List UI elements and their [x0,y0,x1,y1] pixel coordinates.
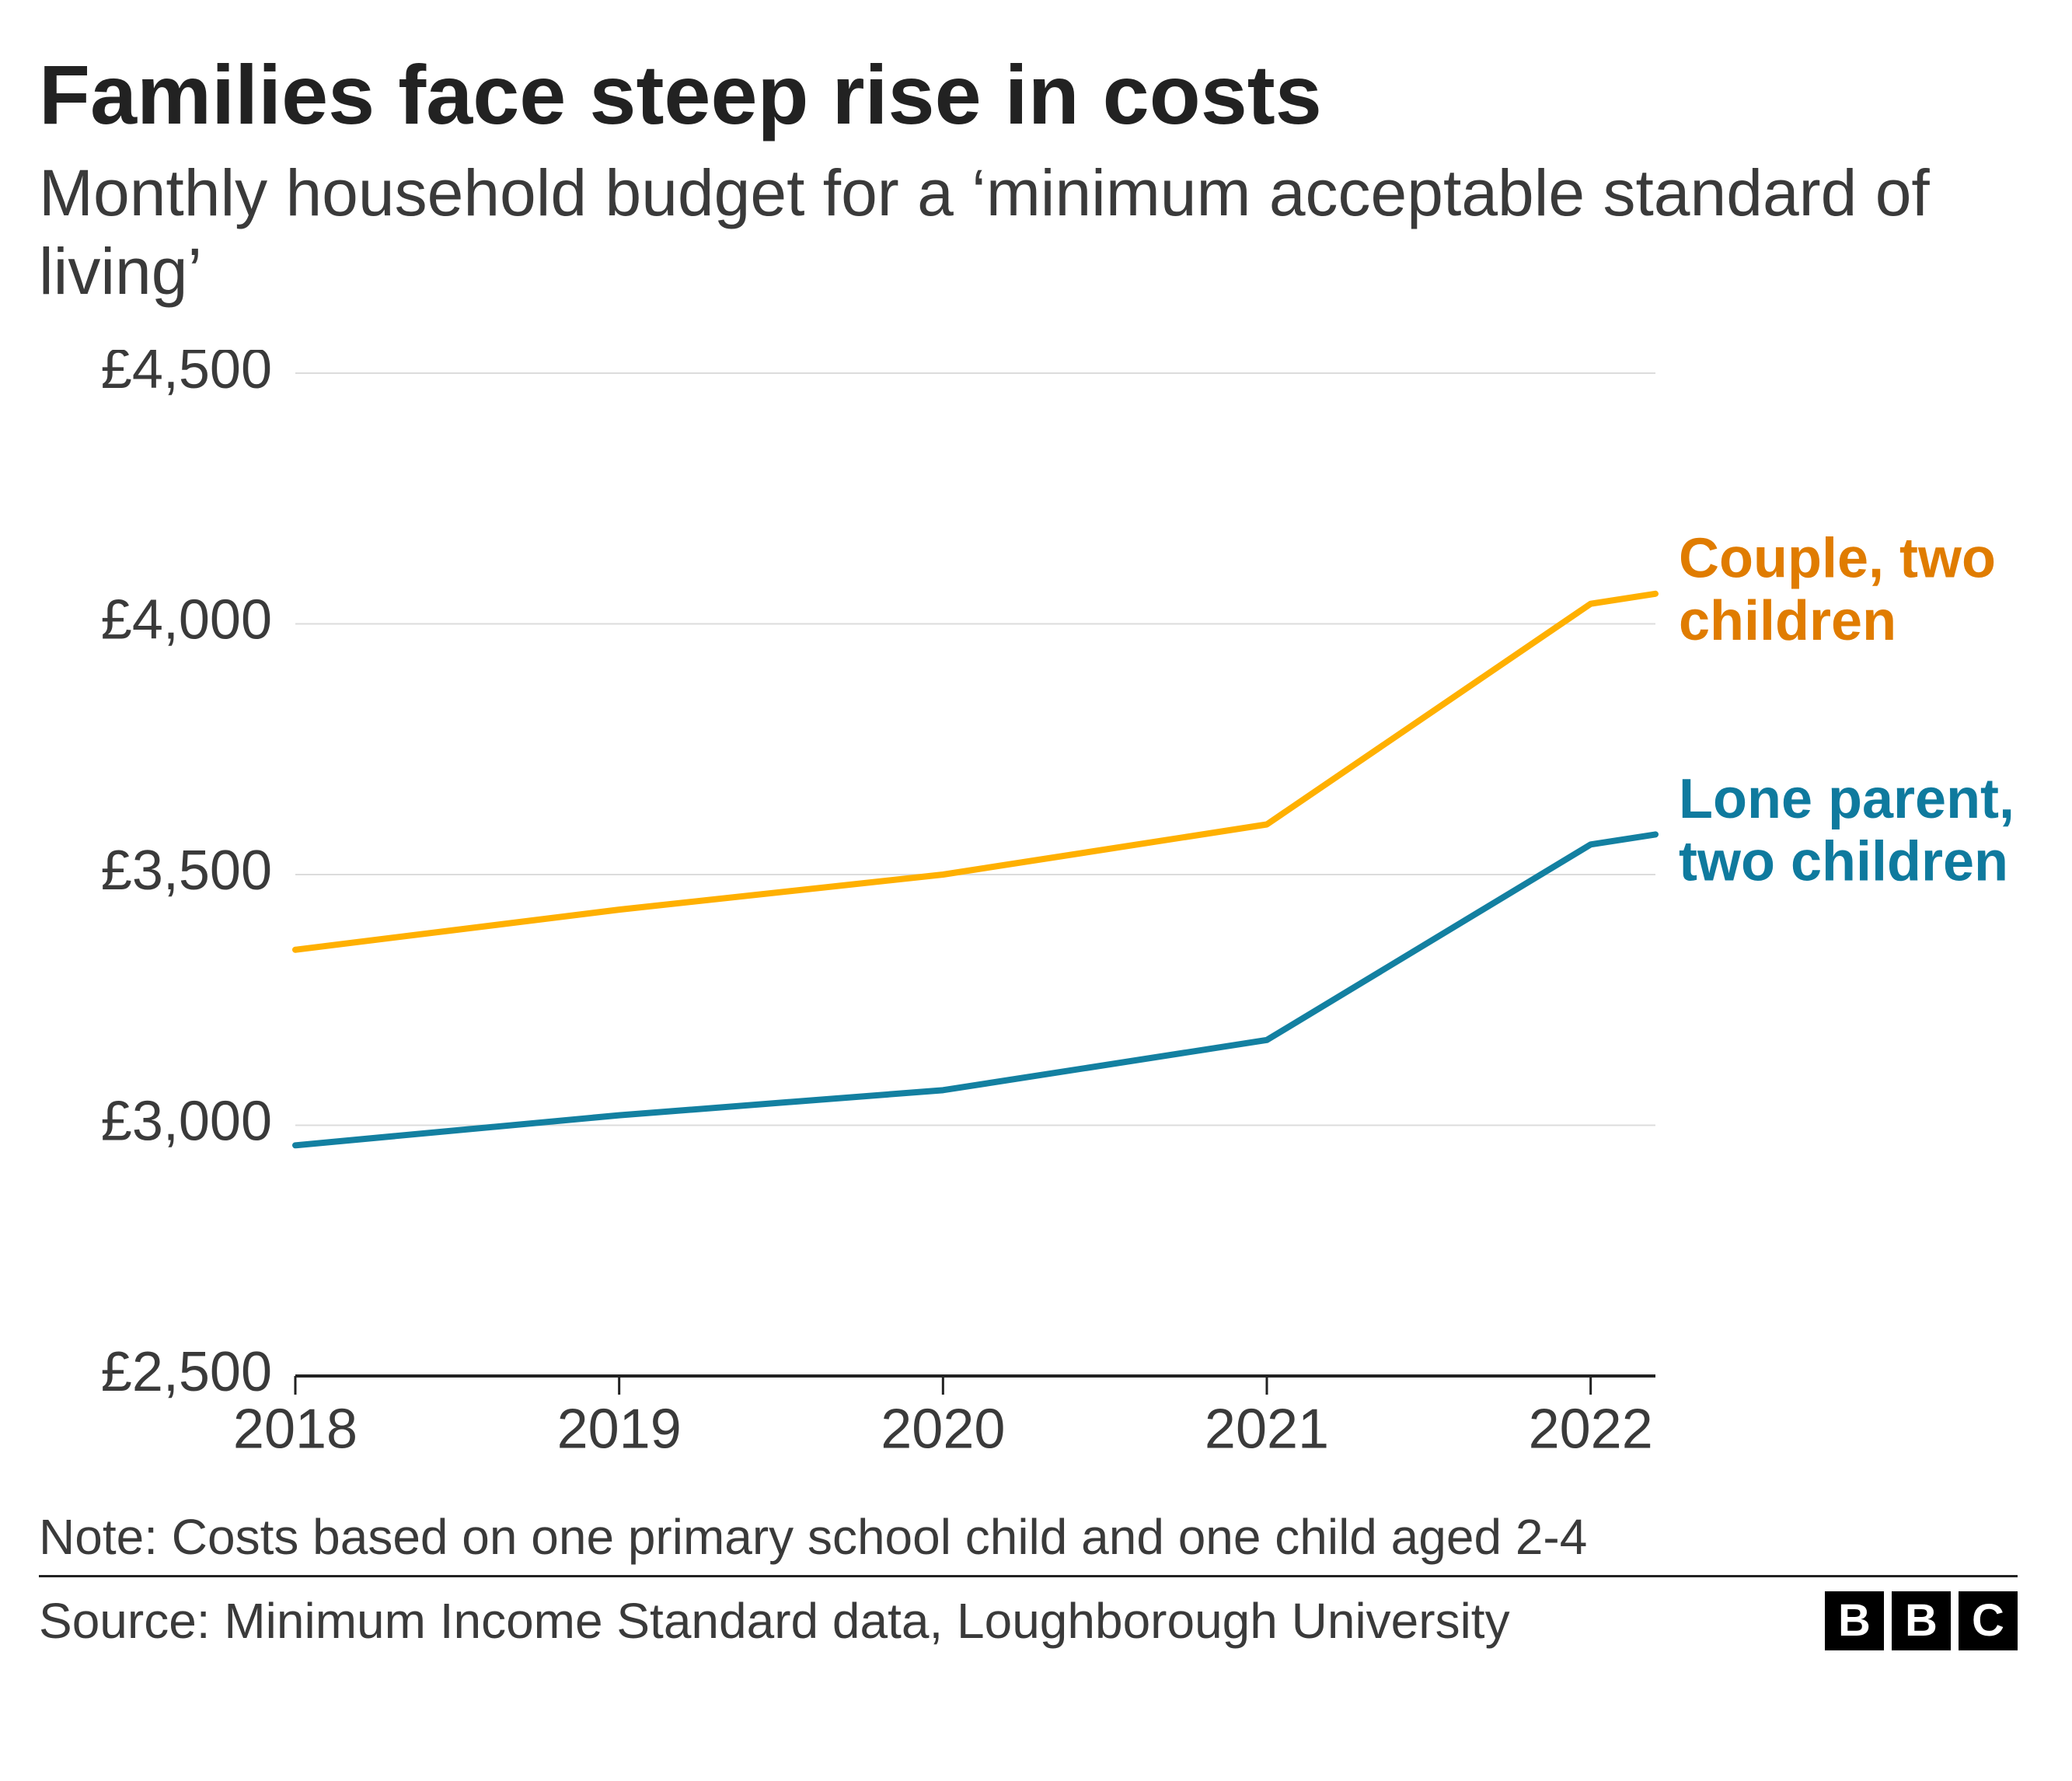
series-line-lone [295,834,1655,1145]
svg-text:£4,500: £4,500 [101,350,272,400]
series-label-couple: Couple, two [1679,527,1996,589]
chart-footer: Source: Minimum Income Standard data, Lo… [39,1575,2018,1650]
svg-text:2022: 2022 [1529,1398,1653,1460]
svg-text:2021: 2021 [1205,1398,1329,1460]
series-label-lone: two children [1679,831,2008,893]
chart-subtitle: Monthly household budget for a ‘minimum … [39,154,2018,311]
chart-card: Families face steep rise in costs Monthl… [0,0,2072,1650]
svg-text:2019: 2019 [557,1398,682,1460]
bbc-logo-b1: B [1825,1591,1884,1650]
series-line-couple [295,594,1655,950]
svg-text:£2,500: £2,500 [101,1341,272,1403]
svg-text:£4,000: £4,000 [101,588,272,651]
bbc-logo-b2: B [1892,1591,1951,1650]
svg-text:£3,000: £3,000 [101,1090,272,1152]
svg-text:2018: 2018 [233,1398,358,1460]
chart-footnote: Note: Costs based on one primary school … [39,1508,2018,1566]
chart-plot: £2,500 £3,000 £3,500 £4,000 £4,500 2018 2019 20… [39,350,2018,1485]
chart-source: Source: Minimum Income Standard data, Lo… [39,1592,1510,1650]
svg-text:£3,500: £3,500 [101,840,272,902]
bbc-logo: B B C [1825,1591,2018,1650]
chart-title: Families face steep rise in costs [39,47,2018,143]
bbc-logo-c: C [1959,1591,2018,1650]
series-label-lone: Lone parent, [1679,768,2013,830]
svg-text:2020: 2020 [881,1398,1005,1460]
series-label-couple: children [1679,590,1896,652]
